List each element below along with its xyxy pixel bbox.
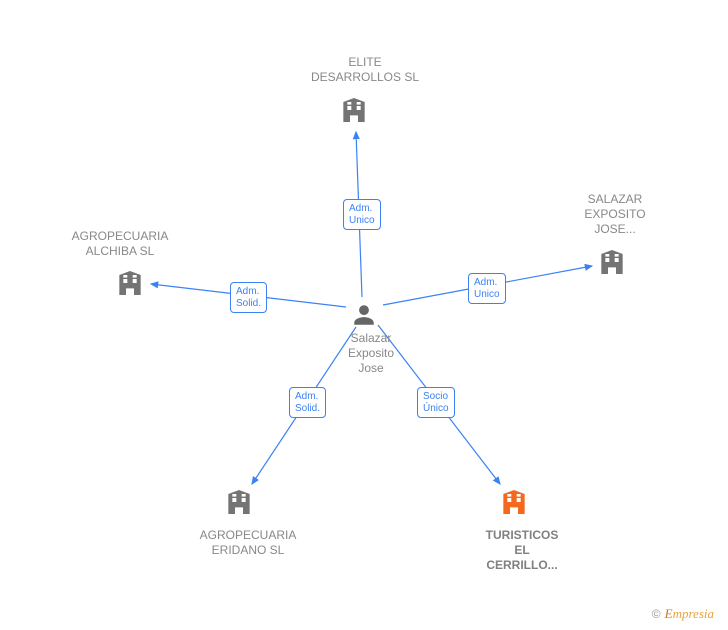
building-icon[interactable] bbox=[498, 486, 530, 518]
node-label: TURISTICOS EL CERRILLO... bbox=[467, 528, 577, 573]
building-icon[interactable] bbox=[223, 486, 255, 518]
person-icon bbox=[351, 302, 377, 328]
node-label: SALAZAR EXPOSITO JOSE... bbox=[570, 192, 660, 237]
brand-name: Empresia bbox=[665, 606, 714, 622]
edge-label: Adm. Unico bbox=[343, 199, 381, 230]
building-icon[interactable] bbox=[114, 267, 146, 299]
node-label: AGROPECUARIA ERIDANO SL bbox=[183, 528, 313, 558]
edge-label: Adm. Solid. bbox=[289, 387, 326, 418]
node-label: ELITE DESARROLLOS SL bbox=[300, 55, 430, 85]
building-icon[interactable] bbox=[596, 246, 628, 278]
edge-label: Adm. Solid. bbox=[230, 282, 267, 313]
edge-label: Socio Único bbox=[417, 387, 455, 418]
building-icon[interactable] bbox=[338, 94, 370, 126]
copyright-symbol: © bbox=[652, 607, 661, 621]
edge-label: Adm. Unico bbox=[468, 273, 506, 304]
footer-credit: © Empresia bbox=[652, 606, 714, 622]
center-label: Salazar Exposito Jose bbox=[336, 331, 406, 376]
node-label: AGROPECUARIA ALCHIBA SL bbox=[55, 229, 185, 259]
